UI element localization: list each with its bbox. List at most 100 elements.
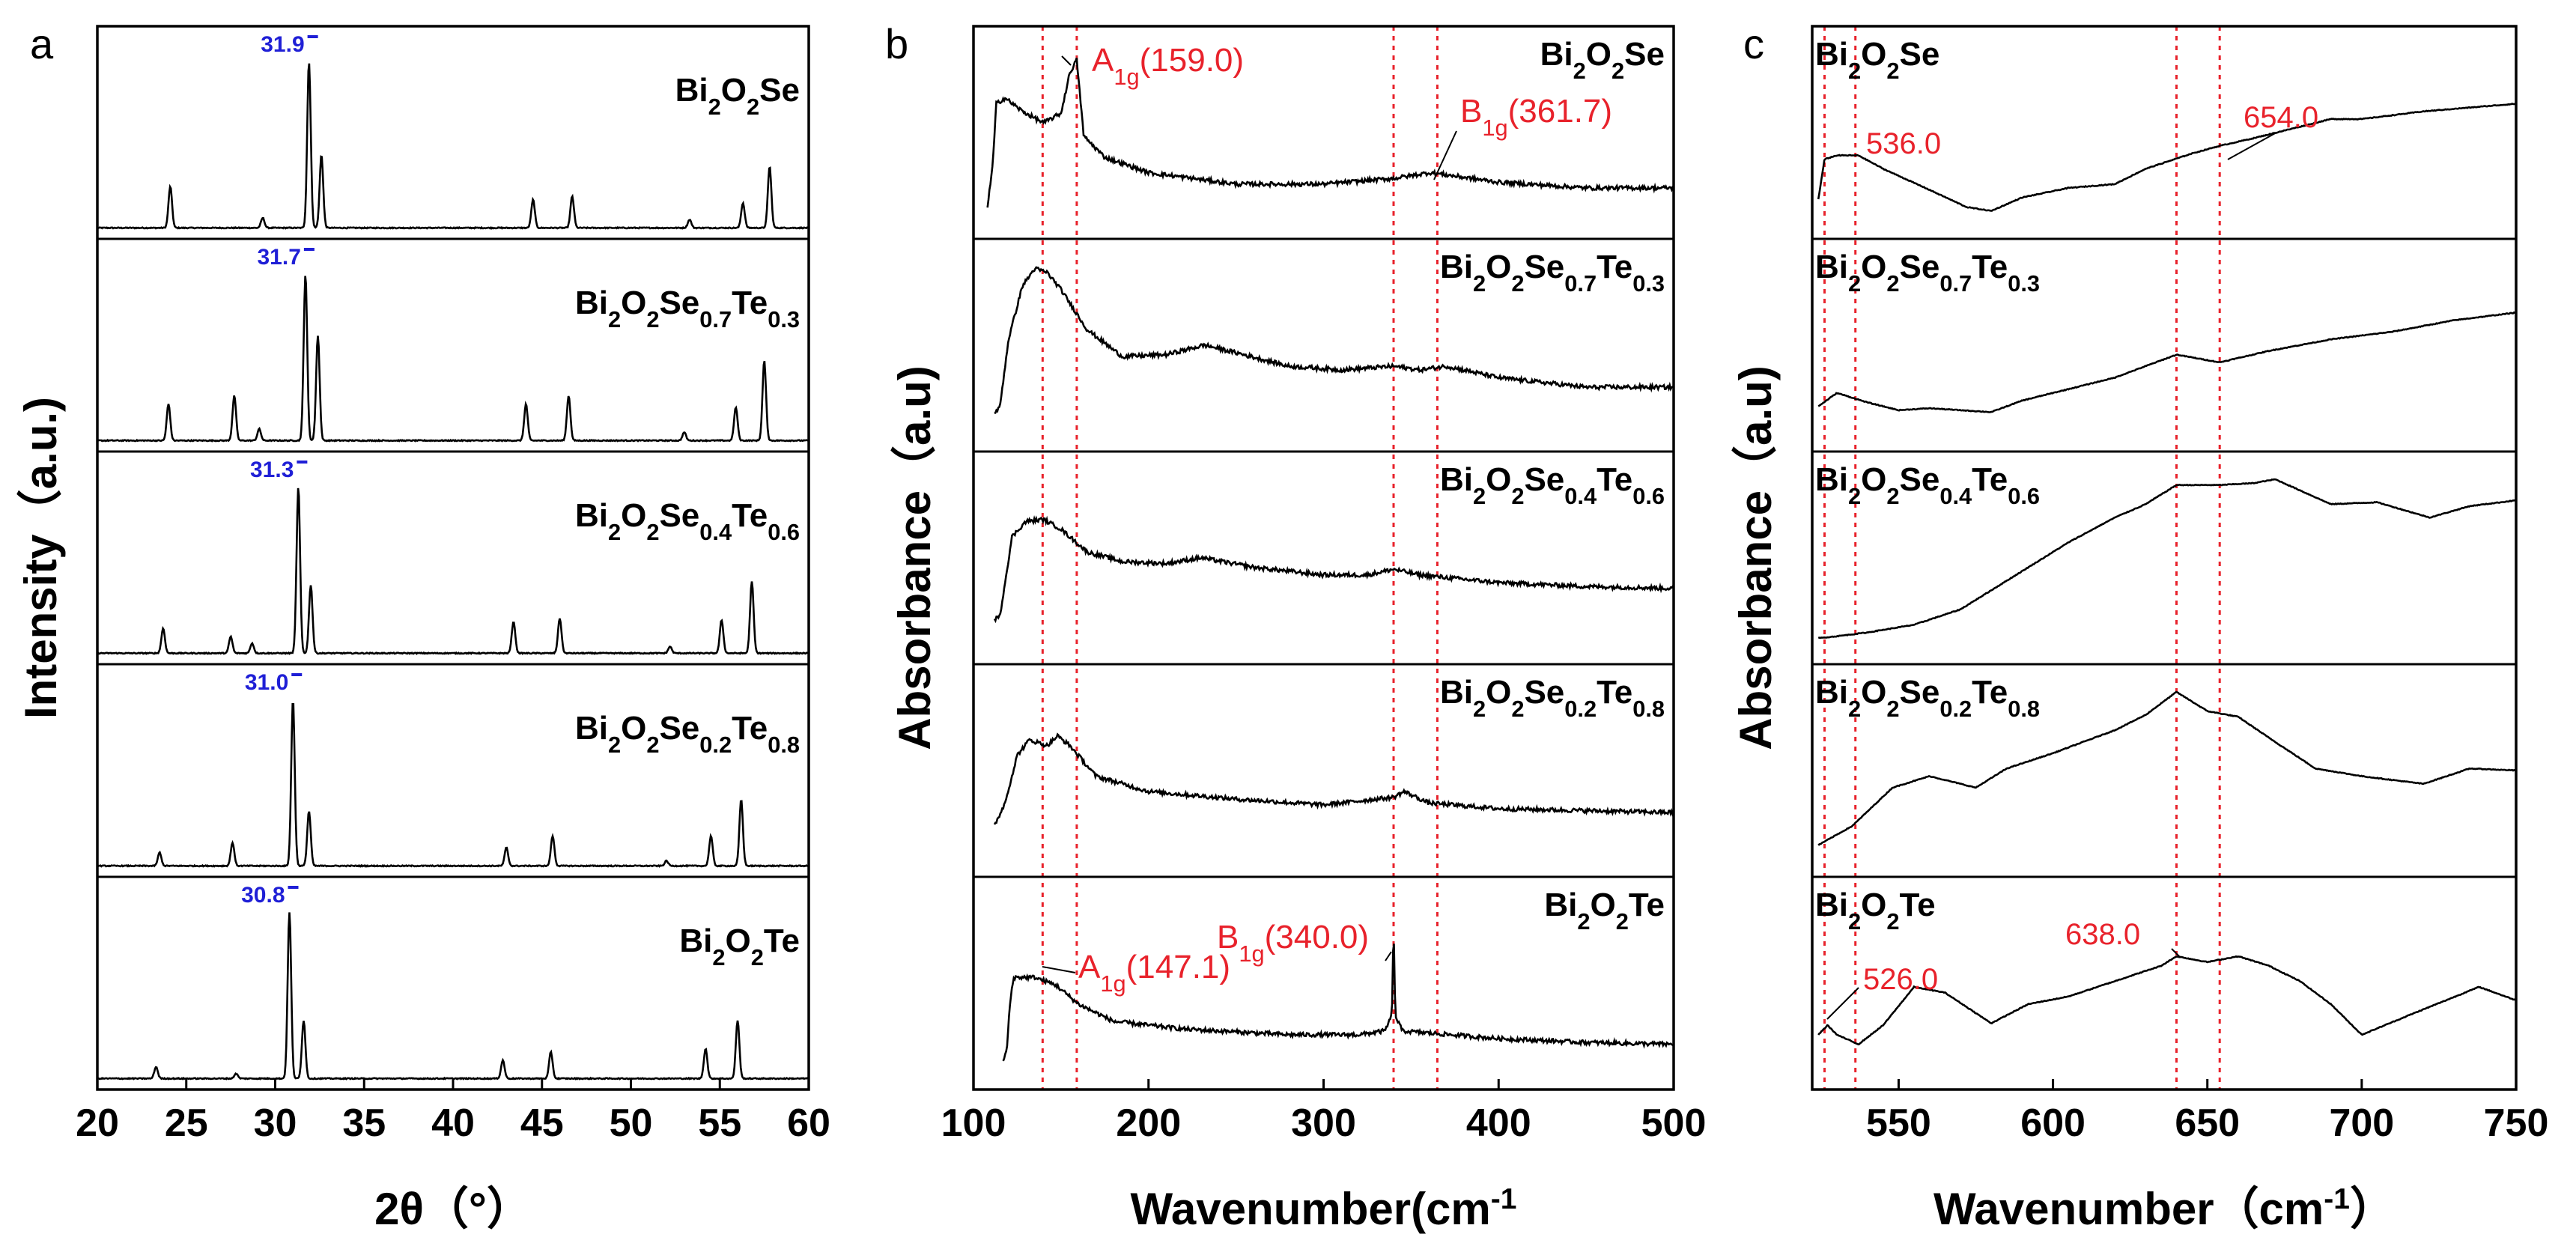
- series-label: Bi2O2Se0.4Te0.6: [575, 497, 800, 545]
- series-label: Bi2O2Se0.2Te0.8: [1440, 674, 1665, 722]
- formula-part: Bi: [575, 285, 608, 321]
- peak-value-label: 31.7: [257, 245, 300, 270]
- series-label: Bi2O2Se0.4Te0.6: [1440, 461, 1665, 509]
- formula-part: O: [1861, 674, 1886, 711]
- formula-part: 2: [1848, 58, 1861, 84]
- annotation-mode: A: [1078, 949, 1101, 985]
- formula-part: Se: [1524, 461, 1564, 498]
- x-tick-label: 55: [698, 1101, 741, 1145]
- annotation-mode-sub: 1g: [1239, 941, 1264, 967]
- series-line: [1817, 103, 2517, 212]
- annotation-mode-sub: 1g: [1482, 115, 1507, 141]
- formula-part: 0.2: [1939, 696, 1972, 722]
- series-line: [97, 703, 809, 868]
- formula-part: O: [1486, 249, 1511, 285]
- formula-part: Se: [1900, 461, 1940, 498]
- formula-part: Bi: [1815, 887, 1848, 923]
- x-tick-label: 60: [787, 1101, 830, 1145]
- formula-part: 0.8: [768, 732, 800, 758]
- peak-annotation: 654.0: [2244, 101, 2318, 134]
- annotation-value: (361.7): [1508, 93, 1612, 130]
- formula-part: 0.2: [699, 732, 732, 758]
- formula-part: 2: [1511, 696, 1524, 722]
- formula-part: Te: [1629, 887, 1665, 923]
- formula-part: O: [1486, 674, 1511, 711]
- plot-frame: [972, 25, 1675, 1091]
- annotation-mode: A: [1092, 42, 1114, 79]
- formula-part: O: [1591, 887, 1616, 923]
- x-axis-label-text: Wavenumber（cm: [1933, 1184, 2324, 1234]
- formula-part: Se: [1900, 36, 1940, 73]
- formula-part: 0.4: [1564, 483, 1597, 509]
- formula-part: 2: [1573, 58, 1586, 84]
- panel-letter: c: [1743, 20, 1764, 67]
- x-tick-label: 550: [1866, 1101, 1931, 1145]
- formula-part: 2: [747, 94, 759, 120]
- plot-frame: [1811, 25, 2518, 1091]
- formula-part: O: [1861, 887, 1886, 923]
- formula-part: Se: [1900, 674, 1940, 711]
- formula-part: 0.3: [1632, 270, 1665, 297]
- formula-part: Te: [1597, 249, 1632, 285]
- y-axis-label: Intensity（a.u.): [16, 397, 66, 719]
- chart-panel-b: b Absorbance（a.u) Wavenumber(cm-1 100 200 300…: [885, 20, 1706, 1234]
- formula-part: Bi: [1815, 36, 1848, 73]
- x-axis-label-end: ）: [2350, 1184, 2395, 1234]
- formula-part: 2: [1577, 908, 1590, 935]
- x-tick-label: 300: [1291, 1101, 1356, 1145]
- formula-part: 2: [1886, 908, 1899, 935]
- formula-part: Bi: [1544, 887, 1577, 923]
- formula-part: 2: [1616, 908, 1629, 935]
- formula-part: Se: [759, 72, 800, 109]
- x-tick-label: 750: [2484, 1101, 2549, 1145]
- x-tick-label: 400: [1466, 1101, 1531, 1145]
- formula-part: 2: [646, 519, 659, 545]
- series-label: Bi2O2Se0.7Te0.3: [575, 285, 800, 332]
- annotation-leader: [2171, 948, 2181, 958]
- x-axis-label-sup: -1: [1491, 1183, 1517, 1215]
- formula-part: 0.6: [1632, 483, 1665, 509]
- x-tick-label: 30: [254, 1101, 297, 1145]
- formula-part: 0.6: [768, 519, 800, 545]
- formula-part: 2: [712, 944, 725, 970]
- x-tick-label: 45: [520, 1101, 564, 1145]
- formula-part: Te: [732, 497, 768, 534]
- peak-value-label: 30.8: [241, 883, 285, 908]
- annotation-mode: B: [1460, 93, 1482, 130]
- x-tick-label: 650: [2175, 1101, 2240, 1145]
- formula-part: Bi: [1440, 249, 1473, 285]
- formula-part: Te: [732, 710, 768, 747]
- series-label: Bi2O2Te: [1815, 887, 1936, 935]
- formula-part: 2: [1848, 270, 1861, 297]
- x-tick-label: 100: [941, 1101, 1006, 1145]
- formula-part: 2: [1886, 270, 1899, 297]
- formula-part: Bi: [1440, 674, 1473, 711]
- series-label: Bi2O2Se0.7Te0.3: [1440, 249, 1665, 297]
- peak-annotation: 536.0: [1866, 127, 1941, 160]
- formula-part: O: [1486, 461, 1511, 498]
- x-tick-label: 35: [342, 1101, 386, 1145]
- series-label: Bi2O2Te: [1544, 887, 1665, 935]
- series-line: [97, 487, 809, 655]
- formula-part: O: [1586, 36, 1611, 73]
- peak-value-label: 31.0: [245, 670, 288, 695]
- annotation-mode-sub: 1g: [1114, 64, 1139, 90]
- formula-part: Se: [1524, 249, 1564, 285]
- formula-part: 0.8: [2008, 696, 2040, 722]
- x-tick-label: 50: [610, 1101, 653, 1145]
- y-axis-label: Absorbance（a.u): [890, 365, 940, 750]
- peak-annotation: 638.0: [2065, 918, 2140, 951]
- formula-part: 0.4: [1939, 483, 1972, 509]
- series-label: Bi2O2Se0.2Te0.8: [575, 710, 800, 758]
- formula-part: 0.6: [2008, 483, 2040, 509]
- formula-part: O: [621, 497, 646, 534]
- formula-part: 2: [1473, 483, 1486, 509]
- formula-part: Se: [1524, 674, 1564, 711]
- formula-part: Se: [659, 710, 699, 747]
- x-axis-label: Wavenumber（cm-1）: [1933, 1183, 2395, 1235]
- formula-part: Bi: [575, 497, 608, 534]
- formula-part: Bi: [675, 72, 708, 109]
- formula-part: O: [726, 923, 751, 959]
- formula-part: O: [1861, 461, 1886, 498]
- formula-part: Te: [732, 285, 768, 321]
